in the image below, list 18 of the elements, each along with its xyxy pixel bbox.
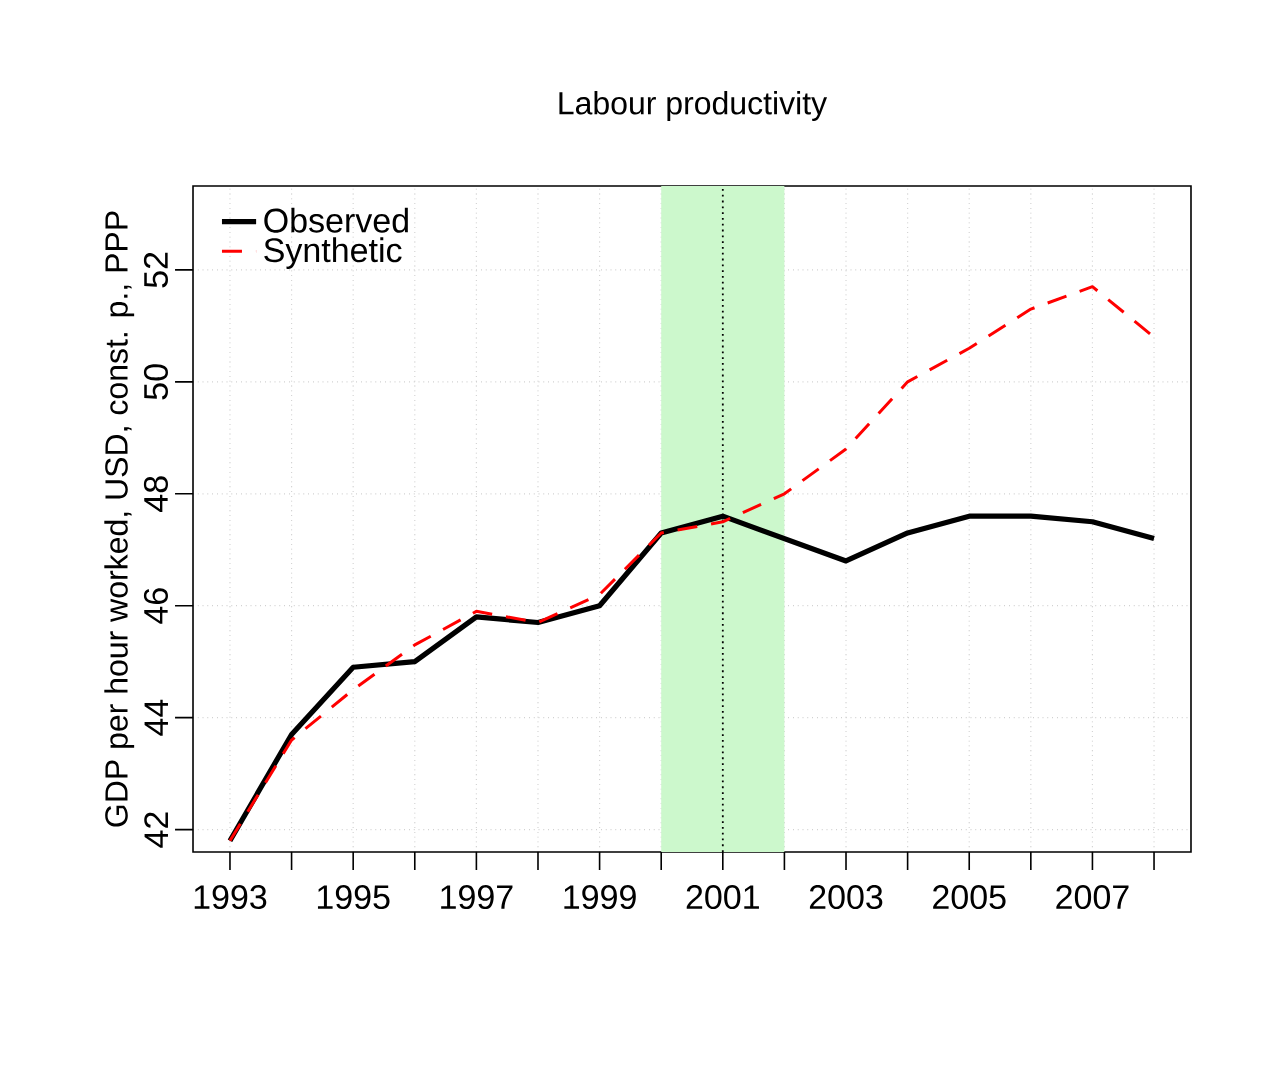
y-tick-label: 46: [143, 588, 168, 624]
y-tick-label: 42: [144, 812, 168, 848]
y-tick-label: 52: [143, 252, 168, 288]
y-tick-label: 44: [144, 699, 168, 736]
x-tick-label: 1995: [317, 885, 390, 910]
chart-title: Labour productivity: [559, 91, 828, 121]
x-tick-label: 2003: [809, 885, 883, 910]
x-tick-label: 2005: [933, 885, 1006, 910]
legend-label: Observed: [264, 207, 408, 233]
y-axis-title: GDP per hour worked, USD, const. p., PPP: [104, 211, 135, 827]
x-tick-label: 2007: [1056, 885, 1129, 910]
x-tick-label: 1997: [441, 885, 513, 910]
y-tick-label: 48: [143, 476, 168, 512]
x-tick-label: 1993: [194, 885, 267, 910]
legend-label: Synthetic: [264, 237, 402, 270]
y-tick-label: 50: [143, 364, 168, 400]
x-tick-label: 2001: [686, 885, 759, 910]
x-tick-label: 1999: [564, 885, 636, 910]
